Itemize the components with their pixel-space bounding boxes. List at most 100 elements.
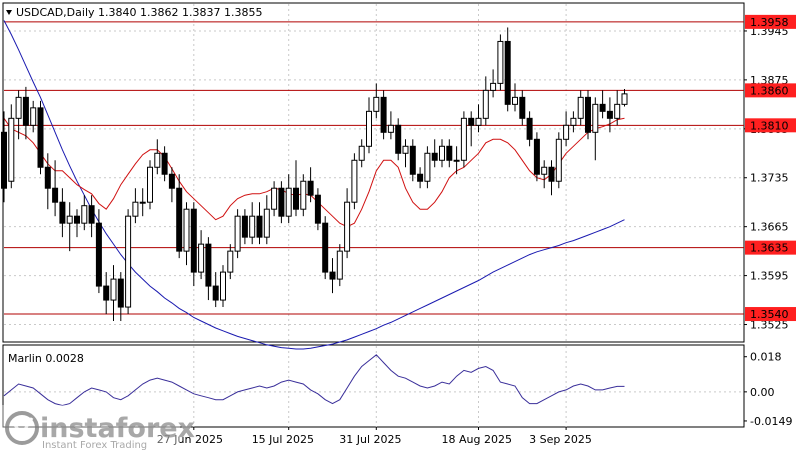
level-tag-label: 1.3958 <box>750 16 789 29</box>
price-axis-labels: 1.39451.38751.38051.37351.36651.35951.35… <box>744 25 789 332</box>
candle-body-bear <box>395 124 402 154</box>
watermark-backdrop <box>0 405 180 452</box>
candle <box>490 69 497 98</box>
candle <box>103 272 110 315</box>
candle <box>358 139 365 168</box>
candle-body-bull <box>460 117 467 161</box>
candle-body-bear <box>599 103 606 112</box>
candle <box>621 88 628 107</box>
candle <box>293 160 299 217</box>
level-tag-label: 1.3860 <box>750 84 789 97</box>
candle <box>190 202 197 287</box>
candle-body-bear <box>278 187 285 217</box>
candle <box>8 104 15 189</box>
candle <box>322 216 329 280</box>
level-tag-label: 1.3540 <box>750 308 789 321</box>
marlin-oscillator <box>3 354 744 407</box>
level-tag-background <box>745 118 796 133</box>
candle-body-bear <box>52 187 59 203</box>
candle <box>475 104 482 133</box>
candle <box>314 188 321 231</box>
candle <box>526 111 533 147</box>
candle <box>139 188 146 217</box>
candle-body-bull <box>249 215 256 238</box>
candle-body-bear <box>585 96 591 133</box>
candle <box>125 209 132 315</box>
candle <box>37 100 44 175</box>
candle-body-bull <box>497 40 504 84</box>
candle <box>154 139 161 175</box>
candle-body-bear <box>307 180 314 196</box>
candle <box>147 160 153 210</box>
candle-body-bull <box>577 96 584 119</box>
candle-body-bear <box>95 222 102 287</box>
candle-body-bear <box>293 187 299 210</box>
price-tick-label: 1.3525 <box>750 319 789 332</box>
candle-body-bull <box>154 152 161 168</box>
candle-body-bear <box>176 187 183 252</box>
candle-body-bull <box>110 278 117 301</box>
candle-body-bear <box>322 222 329 273</box>
candle-body-bull <box>234 215 241 252</box>
candle <box>256 202 263 245</box>
candle-body-bear <box>22 96 29 126</box>
candle <box>482 76 489 126</box>
candle <box>15 90 22 140</box>
candle <box>52 160 59 217</box>
candle <box>460 111 467 168</box>
candle-body-bull <box>402 145 409 154</box>
candle <box>446 139 453 168</box>
indicator-axis-labels: 0.018 0.00 -0.0149 <box>744 351 792 428</box>
candle-body-bull <box>387 124 394 133</box>
level-tag-background <box>745 240 796 255</box>
candle-body-bear <box>190 208 197 273</box>
price-tick-label: 1.3665 <box>750 221 789 234</box>
ma-short-line <box>3 117 625 228</box>
ma-long-line <box>3 20 625 350</box>
candle-body-bull <box>490 82 497 91</box>
candle <box>424 146 431 189</box>
candle-body-bear <box>409 145 416 175</box>
candle <box>241 209 248 245</box>
candle <box>74 209 80 238</box>
candle-body-bear <box>504 40 511 105</box>
candle-body-bear <box>59 201 66 224</box>
candle-body-bull <box>475 117 482 126</box>
candle-body-bull <box>563 124 570 140</box>
candle <box>439 139 445 168</box>
candle <box>263 195 270 245</box>
candle-body-bear <box>117 278 124 308</box>
level-tag: 1.3810 <box>745 118 796 133</box>
chart-menu-triangle-icon[interactable] <box>6 10 12 15</box>
candle-body-bull <box>453 159 460 162</box>
candle-body-bear <box>606 110 613 119</box>
candle-body-bull <box>81 205 88 224</box>
candle <box>497 34 504 91</box>
candlesticks <box>1 27 628 322</box>
candle <box>176 174 183 259</box>
candle-body-bull <box>439 145 445 161</box>
candle-body-bull <box>336 250 343 280</box>
candle <box>570 111 577 133</box>
candle-body-bear <box>44 166 51 189</box>
candle-body-bull <box>125 215 132 308</box>
candle <box>533 132 540 182</box>
candle <box>336 244 343 287</box>
candle <box>395 118 402 161</box>
candle-body-bull <box>30 107 37 126</box>
time-tick-label: 18 Aug 2025 <box>442 433 512 446</box>
candle-body-bull <box>570 117 577 126</box>
candle <box>614 90 621 126</box>
candle-body-bull <box>300 180 307 210</box>
candle-body-bear <box>314 194 321 224</box>
candle <box>431 139 438 168</box>
candle <box>30 100 37 133</box>
watermark-tagline: Instant Forex Trading <box>42 440 147 451</box>
candle <box>592 97 599 161</box>
candle-body-bull <box>147 166 153 203</box>
candle-body-bear <box>548 166 555 182</box>
candle <box>110 265 117 322</box>
candle <box>285 174 292 224</box>
